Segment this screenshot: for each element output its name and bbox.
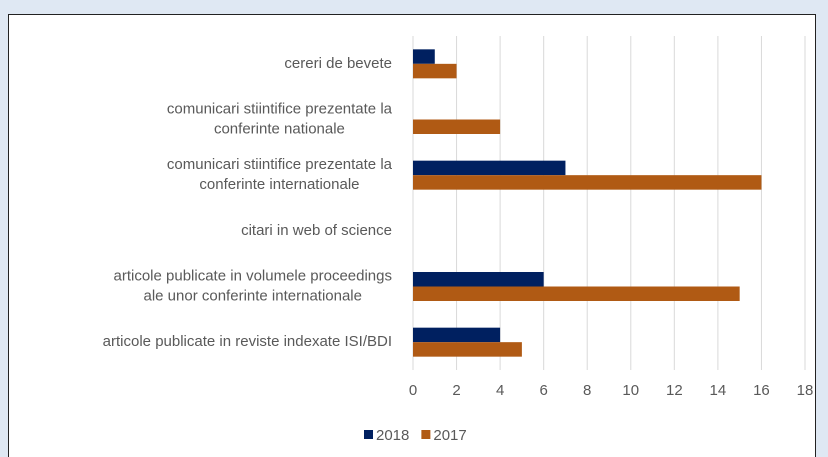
- x-tick-label: 16: [753, 382, 770, 399]
- bar: [413, 286, 740, 301]
- x-tick-label: 2: [452, 382, 460, 399]
- legend-label: 2017: [433, 427, 466, 444]
- x-tick-label: 0: [409, 382, 417, 399]
- x-tick-label: 6: [539, 382, 547, 399]
- x-tick-label: 18: [797, 382, 814, 399]
- y-tick-label: conferinte nationale: [214, 120, 345, 137]
- x-tick-label: 14: [710, 382, 727, 399]
- x-tick-label: 10: [622, 382, 639, 399]
- legend-swatch: [364, 430, 373, 439]
- y-tick-label: conferinte internationale: [199, 176, 359, 193]
- y-tick-label: articole publicate in reviste indexate I…: [103, 333, 392, 350]
- x-tick-label: 4: [496, 382, 504, 399]
- y-tick-label: comunicari stiintifice prezentate la: [167, 156, 393, 173]
- chart-frame: [8, 14, 816, 457]
- bar: [413, 119, 501, 134]
- y-tick-label: comunicari stiintifice prezentate la: [167, 100, 393, 117]
- y-tick-label: articole publicate in volumele proceedin…: [114, 267, 393, 284]
- bar: [413, 342, 522, 357]
- bar: [413, 63, 457, 79]
- bar: [413, 272, 544, 287]
- legend-label: 2018: [376, 427, 409, 444]
- y-tick-label: ale unor conferinte internationale: [144, 287, 362, 304]
- bar: [413, 327, 501, 343]
- y-tick-label: citari in web of science: [241, 222, 392, 239]
- bar: [413, 160, 566, 176]
- x-tick-label: 12: [666, 382, 683, 399]
- x-tick-label: 8: [583, 382, 591, 399]
- bar: [413, 49, 435, 64]
- legend-swatch: [421, 430, 431, 439]
- y-tick-label: cereri de bevete: [284, 55, 392, 72]
- bar: [413, 175, 762, 190]
